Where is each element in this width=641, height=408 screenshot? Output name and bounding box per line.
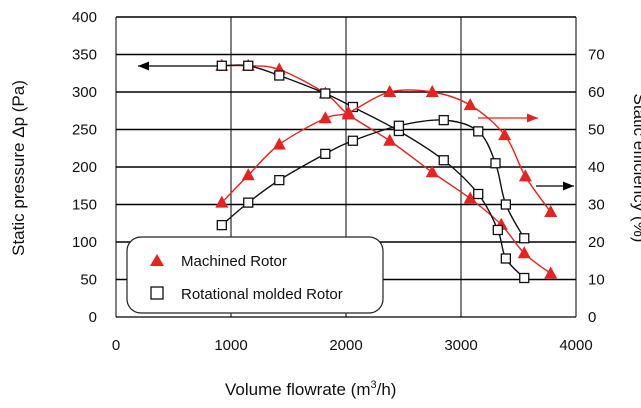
data-point-square bbox=[320, 148, 331, 160]
data-point-triangle bbox=[498, 128, 512, 141]
arrow-efficiency-right-axis-machined-head bbox=[527, 113, 538, 123]
series-line-2 bbox=[221, 89, 552, 213]
y-right-tick-label: 70 bbox=[588, 47, 605, 64]
legend-square-marker bbox=[150, 286, 164, 300]
legend-triangle-marker bbox=[150, 254, 164, 266]
arrow-pressure-left-axis-head bbox=[138, 61, 149, 71]
y-left-tick-label: 150 bbox=[72, 197, 97, 214]
data-point-square bbox=[473, 188, 484, 200]
data-point-triangle bbox=[463, 98, 477, 111]
data-point-square bbox=[500, 199, 512, 210]
y-left-tick-label: 350 bbox=[72, 47, 97, 64]
data-point-square bbox=[243, 60, 254, 71]
data-point-triangle bbox=[425, 165, 439, 178]
annotation-arrows bbox=[138, 61, 574, 191]
data-point-square bbox=[243, 197, 254, 208]
tick-labels: 0 1000 2000 3000 400005010015020025030035040… bbox=[72, 9, 605, 354]
data-point-square bbox=[519, 272, 530, 284]
data-point-triangle bbox=[518, 169, 532, 182]
data-point-square bbox=[347, 135, 359, 146]
data-point-square bbox=[438, 155, 449, 166]
x-axis-title-sup: 3 bbox=[371, 379, 377, 391]
y-right-tick-label: 30 bbox=[588, 197, 605, 214]
data-point-triangle bbox=[544, 205, 558, 217]
data-point-square bbox=[393, 120, 405, 131]
series-line-3 bbox=[221, 119, 525, 239]
y-right-tick-label: 10 bbox=[588, 272, 605, 289]
x-tick-label: 2000 bbox=[329, 337, 362, 354]
x-tick-label: 1000 bbox=[214, 337, 247, 354]
data-point-triangle bbox=[517, 246, 531, 259]
y-axis-right-title: Static efficiency (%) bbox=[630, 94, 641, 243]
legend-label-molded: Rotational molded Rotor bbox=[181, 286, 343, 303]
y-left-tick-label: 0 bbox=[89, 309, 97, 326]
x-axis-title-end: /h) bbox=[377, 380, 397, 399]
data-point-square bbox=[473, 126, 484, 137]
y-left-tick-label: 50 bbox=[80, 272, 97, 289]
data-point-triangle bbox=[425, 85, 439, 97]
data-point-triangle bbox=[383, 85, 397, 97]
data-point-square bbox=[519, 233, 530, 244]
y-left-tick-label: 100 bbox=[72, 234, 97, 251]
y-right-tick-label: 20 bbox=[588, 234, 605, 251]
data-point-triangle bbox=[341, 105, 355, 118]
x-axis-title-main: Volume flowrate (m bbox=[225, 380, 371, 399]
data-point-triangle bbox=[272, 137, 286, 150]
arrow-efficiency-right-axis-molded-head bbox=[563, 181, 574, 191]
data-point-triangle bbox=[318, 111, 332, 124]
data-point-square bbox=[216, 60, 227, 71]
data-point-square bbox=[500, 253, 512, 264]
data-point-square bbox=[490, 158, 501, 169]
y-right-tick-label: 40 bbox=[588, 159, 605, 176]
legend-label-machined: Machined Rotor bbox=[181, 253, 287, 270]
data-point-triangle bbox=[463, 191, 477, 204]
y-left-tick-label: 400 bbox=[72, 9, 97, 26]
legend: Machined Rotor Rotational molded Rotor bbox=[126, 236, 384, 314]
y-right-tick-label: 60 bbox=[588, 84, 605, 101]
y-right-tick-label: 0 bbox=[588, 309, 596, 326]
x-axis-title: Volume flowrate (m3/h) bbox=[225, 379, 396, 399]
data-point-triangle bbox=[544, 266, 558, 279]
data-point-square bbox=[320, 88, 331, 99]
data-point-square bbox=[492, 224, 503, 236]
data-point-triangle bbox=[383, 133, 397, 146]
y-left-tick-label: 250 bbox=[72, 122, 97, 139]
y-left-tick-label: 300 bbox=[72, 84, 97, 101]
y-left-tick-label: 200 bbox=[72, 159, 97, 176]
x-tick-label: 4000 bbox=[559, 337, 592, 354]
y-right-tick-label: 50 bbox=[588, 122, 605, 139]
series-layer bbox=[215, 58, 558, 284]
data-point-triangle bbox=[215, 195, 229, 208]
data-point-square bbox=[438, 114, 449, 126]
data-point-square bbox=[274, 174, 285, 186]
x-tick-label: 0 bbox=[112, 337, 120, 354]
data-point-square bbox=[274, 70, 285, 81]
data-point-square bbox=[216, 219, 227, 231]
legend-box bbox=[126, 236, 384, 314]
y-axis-left-title: Static pressure Δp (Pa) bbox=[9, 80, 28, 256]
data-point-triangle bbox=[241, 168, 255, 181]
x-tick-label: 3000 bbox=[444, 337, 477, 354]
